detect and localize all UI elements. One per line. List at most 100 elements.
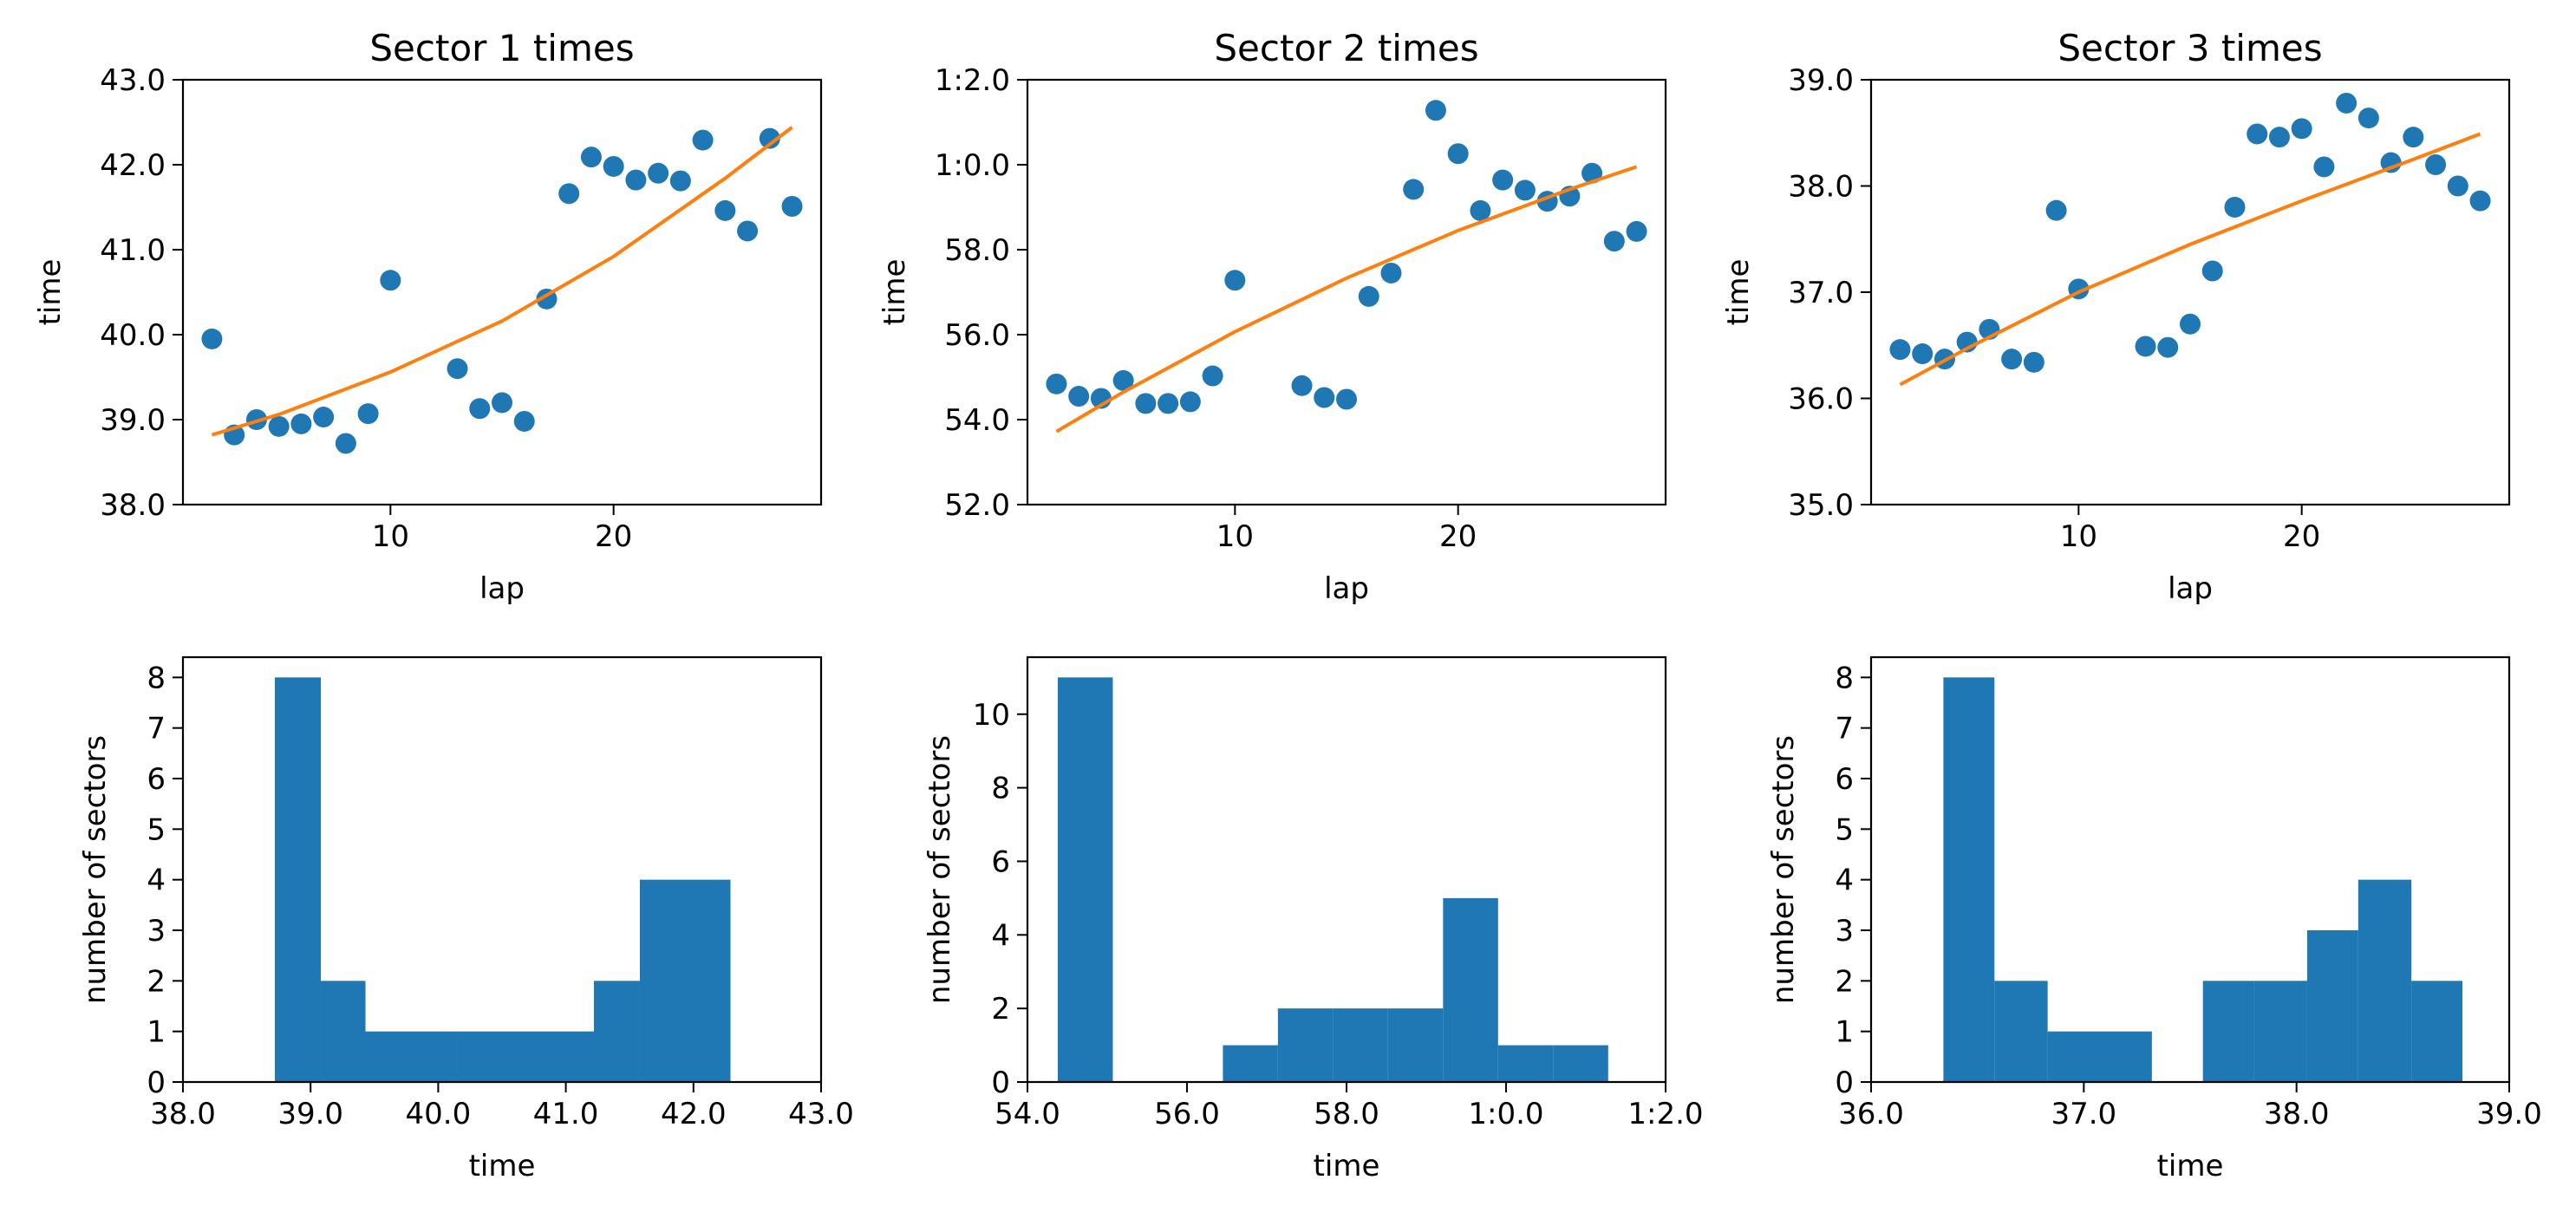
data-point [2135, 336, 2156, 357]
histogram-bar [2411, 981, 2463, 1082]
x-tick-label: 36.0 [1838, 1097, 1904, 1131]
histogram-bar [365, 1031, 412, 1082]
data-point [1403, 179, 1425, 200]
histogram-bar [2202, 981, 2254, 1082]
x-tick-label: 20 [1439, 519, 1477, 554]
histogram-bar [684, 879, 731, 1082]
x-tick-label: 42.0 [661, 1097, 727, 1131]
data-point [648, 162, 669, 184]
histogram-bar [1553, 1045, 1608, 1082]
fit-line [1055, 165, 1638, 433]
data-point [201, 328, 223, 349]
x-tick-label: 54.0 [995, 1097, 1060, 1131]
y-tick-label: 8 [147, 661, 166, 695]
histogram-bar [593, 981, 640, 1082]
y-tick-label: 39.0 [1788, 63, 1854, 98]
data-point [692, 129, 714, 151]
x-tick-label: 38.0 [150, 1097, 216, 1131]
y-tick-label: 35.0 [1788, 488, 1854, 523]
y-tick-label: 0 [147, 1066, 166, 1100]
data-point [2447, 175, 2468, 197]
y-tick-label: 2 [991, 992, 1010, 1027]
data-point [1912, 343, 1934, 365]
data-point [357, 403, 379, 425]
x-tick-label: 41.0 [533, 1097, 599, 1131]
y-tick-label: 36.0 [1788, 382, 1854, 417]
axes-frame [181, 655, 823, 1084]
x-tick-label: 38.0 [2264, 1097, 2330, 1131]
x-axis-label: lap [1324, 571, 1369, 606]
x-tick-label: 58.0 [1314, 1097, 1379, 1131]
data-point [1135, 393, 1157, 414]
data-point [492, 392, 512, 414]
histogram-bar [2047, 1031, 2099, 1082]
s2-scatter: 10 20 52.0 54.0 56.0 58.0 1:0.0 1:2.0 lap time Sec… [877, 27, 1667, 606]
chart-title: Sector 1 times [369, 27, 634, 69]
data-point [625, 169, 647, 191]
data-point [313, 407, 335, 428]
y-tick-label: 0 [991, 1066, 1010, 1100]
data-point [469, 398, 491, 420]
y-axis-label: time [33, 259, 68, 326]
data-point [2268, 127, 2290, 148]
y-tick-label: 5 [147, 812, 166, 847]
data-point [1291, 375, 1313, 396]
x-tick-label: 39.0 [2476, 1097, 2542, 1131]
y-axis-label: number of sectors [78, 735, 113, 1004]
s3-hist: 36.0 37.0 38.0 39.0 0 1 2 3 4 5 6 7 8 time number of s… [1766, 655, 2542, 1183]
axes-frame [1869, 655, 2511, 1084]
y-axis-label: number of sectors [1766, 735, 1801, 1004]
data-point [2001, 349, 2023, 370]
axes-frame [1026, 78, 1667, 506]
x-tick-label: 39.0 [277, 1097, 343, 1131]
histogram-bar [1443, 897, 1498, 1082]
data-point [2291, 118, 2312, 140]
s3-scatter: 10 20 35.0 36.0 37.0 38.0 39.0 lap time Sector 3 … [1721, 27, 2511, 606]
y-tick-label: 8 [991, 772, 1010, 806]
y-tick-label: 3 [147, 914, 166, 948]
histogram-bar [2098, 1031, 2152, 1082]
y-tick-label: 41.0 [100, 233, 166, 268]
y-tick-label: 1 [147, 1015, 166, 1050]
y-tick-label: 0 [1835, 1066, 1854, 1100]
data-point [1380, 262, 1402, 284]
y-tick-label: 2 [1835, 964, 1854, 999]
data-point [1889, 339, 1911, 361]
y-tick-label: 5 [1835, 812, 1854, 847]
histogram-bar [1387, 1008, 1444, 1082]
y-tick-label: 8 [1835, 661, 1854, 695]
x-tick-label: 10 [1216, 519, 1254, 554]
data-point [1202, 365, 1223, 387]
chart-title: Sector 2 times [1214, 27, 1478, 69]
y-tick-label: 54.0 [944, 403, 1010, 438]
axes-frame [181, 78, 823, 506]
histogram-bar [1943, 677, 1995, 1082]
data-point [2336, 92, 2358, 114]
histogram-bar [2306, 930, 2358, 1082]
x-axis-label: time [469, 1149, 536, 1183]
y-tick-label: 6 [1835, 762, 1854, 797]
data-point [759, 127, 780, 149]
x-axis-label: time [2157, 1149, 2224, 1183]
y-tick-label: 4 [147, 864, 166, 898]
x-tick-label: 40.0 [406, 1097, 472, 1131]
data-point [1314, 387, 1335, 408]
y-tick-label: 1 [1835, 1015, 1854, 1050]
data-point [580, 147, 602, 168]
y-axis-label: time [877, 259, 912, 326]
histogram-bar [1223, 1045, 1278, 1082]
y-axis-label: number of sectors [923, 735, 957, 1004]
y-tick-label: 42.0 [100, 148, 166, 183]
data-point [1358, 285, 1379, 307]
chart-title: Sector 3 times [2058, 27, 2322, 69]
data-point [1514, 179, 1536, 201]
y-tick-label: 2 [147, 964, 166, 999]
y-tick-label: 56.0 [944, 318, 1010, 353]
data-point [2045, 199, 2067, 221]
data-point [290, 413, 312, 434]
histogram-bar [2253, 981, 2307, 1082]
data-point [781, 196, 803, 218]
y-tick-label: 43.0 [100, 63, 166, 98]
y-tick-label: 52.0 [944, 488, 1010, 523]
